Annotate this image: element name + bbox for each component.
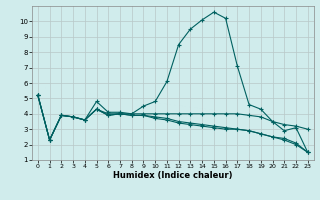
X-axis label: Humidex (Indice chaleur): Humidex (Indice chaleur) xyxy=(113,171,233,180)
